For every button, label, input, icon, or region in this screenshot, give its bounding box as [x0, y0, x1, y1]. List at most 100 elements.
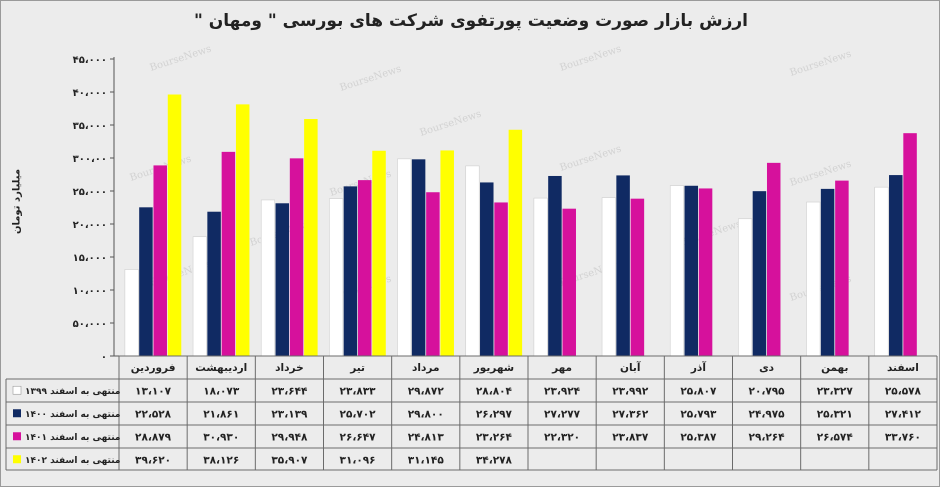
bar-1-8	[601, 197, 616, 357]
data-label: ۲۳،۳۲۷	[817, 385, 854, 397]
bar-2-4	[343, 186, 358, 356]
category-label: آذر	[690, 361, 706, 374]
data-label: ۳۰،۹۳۰	[203, 431, 239, 443]
category-label: آبان	[620, 361, 641, 374]
watermark-text: BourseNews	[419, 109, 483, 139]
legend-label-4: منتهی به اسفند ۱۴۰۲	[25, 456, 120, 466]
y-tick-label: ۴۵،۰۰۰	[73, 55, 107, 66]
bar-2-8	[616, 175, 630, 356]
data-label: ۲۵،۷۰۲	[340, 408, 377, 420]
bar-3-4	[357, 180, 372, 356]
data-label: ۲۹،۹۴۸	[271, 431, 308, 443]
y-tick-label: ۳۵،۰۰۰	[73, 121, 107, 132]
legend-swatch-1	[12, 385, 22, 395]
bar-3-8	[630, 198, 645, 356]
bar-3-11	[835, 180, 849, 356]
category-label: مهر	[551, 362, 572, 374]
legend-label-2: منتهی به اسفند ۱۴۰۰	[25, 410, 120, 420]
category-label: شهریور	[473, 362, 514, 374]
data-label: ۲۷،۲۷۷	[544, 408, 581, 420]
bar-3-1	[153, 165, 167, 356]
legend-label-3: منتهی به اسفند ۱۴۰۱	[25, 433, 120, 443]
data-label: ۲۴،۸۱۳	[408, 431, 445, 443]
data-label: ۲۱،۸۶۱	[203, 408, 239, 420]
legend-swatch-2	[13, 409, 21, 418]
data-label: ۲۳،۲۶۴	[476, 431, 513, 443]
category-label: مرداد	[412, 362, 439, 374]
bar-1-4	[329, 198, 344, 357]
data-label: ۱۸،۰۷۳	[203, 385, 240, 397]
bar-3-3	[289, 158, 304, 356]
bar-1-1	[124, 269, 139, 357]
category-label: دی	[759, 362, 775, 374]
chart-title: ارزش بازار صورت وضعیت پورتفوی شرکت های ب…	[194, 11, 748, 31]
data-label: ۲۳،۹۹۲	[612, 385, 649, 397]
bar-4-5	[440, 150, 454, 356]
data-label: ۲۸،۸۷۹	[135, 431, 172, 443]
bar-2-5	[411, 159, 426, 356]
bar-1-2	[192, 236, 207, 357]
legend-swatch-3	[13, 432, 21, 441]
data-label: ۲۵،۵۷۸	[885, 385, 922, 397]
y-tick-label: ۵۰،۰۰۰	[73, 319, 107, 330]
watermark-text: BourseNews	[149, 44, 213, 74]
data-label: ۲۳،۸۳۳	[340, 385, 377, 397]
y-tick-label: ۱۵،۰۰۰	[73, 253, 107, 264]
bar-3-2	[221, 151, 236, 356]
watermark-text: BourseNews	[789, 49, 853, 79]
y-tick-label: ۲۵،۰۰۰	[73, 187, 107, 198]
bar-2-9	[684, 185, 699, 356]
bar-3-7	[562, 208, 576, 356]
data-label: ۲۶،۶۴۷	[340, 431, 377, 443]
bar-1-6	[465, 165, 480, 357]
bar-4-6	[508, 129, 523, 356]
y-tick-label: ۱۰،۰۰۰	[73, 286, 107, 297]
bar-1-5	[397, 158, 412, 357]
data-label: ۳۵،۹۰۷	[271, 454, 308, 466]
watermark-text: BourseNews	[559, 144, 623, 174]
data-label: ۲۳،۸۳۷	[612, 431, 649, 443]
data-label: ۲۷،۳۶۲	[612, 408, 649, 420]
bar-2-6	[480, 182, 494, 356]
y-tick-label: ۴۰،۰۰۰	[73, 88, 107, 99]
legend-swatch-4	[13, 455, 21, 464]
bar-3-9	[698, 188, 713, 356]
bar-4-1	[167, 94, 182, 357]
data-label: ۳۴،۲۷۸	[476, 454, 513, 466]
bar-2-11	[820, 188, 835, 356]
data-label: ۲۳،۶۴۴	[271, 385, 308, 397]
bar-2-7	[548, 175, 562, 356]
data-label: ۲۰،۷۹۵	[749, 385, 786, 397]
bar-3-10	[766, 162, 781, 356]
bar-3-6	[494, 202, 508, 356]
bar-2-3	[275, 203, 290, 356]
category-label: بهمن	[821, 362, 848, 374]
bar-1-3	[260, 199, 276, 357]
category-label: فروردین	[131, 362, 176, 374]
bar-2-1	[139, 207, 153, 356]
watermark-text: BourseNews	[559, 44, 623, 74]
data-label: ۲۳،۹۲۴	[544, 385, 581, 397]
category-label: خرداد	[275, 362, 303, 374]
data-label: ۲۶،۵۷۴	[817, 431, 854, 443]
category-label: اردیبهشت	[195, 362, 247, 374]
bar-4-4	[372, 150, 386, 356]
data-label: ۲۶،۲۹۷	[476, 408, 513, 420]
data-label: ۳۹،۶۲۰	[135, 454, 171, 466]
category-label: اسفند	[887, 362, 919, 374]
data-label: ۲۷،۴۱۲	[885, 408, 922, 420]
bar-1-12	[874, 186, 889, 357]
bar-1-9	[669, 185, 685, 357]
data-label: ۲۲،۳۲۰	[544, 431, 580, 443]
bar-2-2	[207, 211, 221, 356]
data-label: ۲۴،۹۷۵	[749, 408, 786, 420]
bar-1-10	[738, 218, 753, 357]
data-label: ۲۹،۸۰۰	[408, 408, 444, 420]
data-label: ۱۳،۱۰۷	[135, 385, 172, 397]
category-label: تیر	[349, 362, 365, 374]
data-label: ۲۳،۱۳۹	[271, 408, 308, 420]
data-label: ۳۳،۷۶۰	[885, 431, 921, 443]
bar-2-10	[752, 191, 767, 356]
